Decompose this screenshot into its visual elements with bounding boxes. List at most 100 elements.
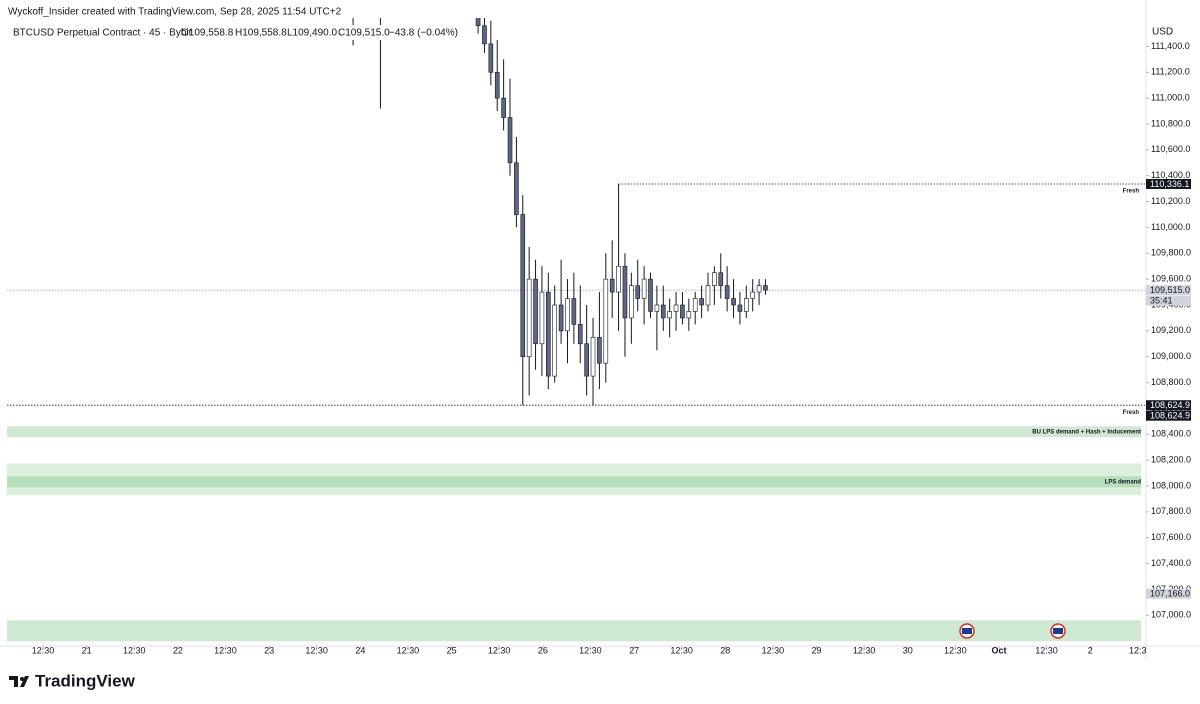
candle-body — [673, 304, 679, 312]
price-badge-label: 110,336.1 — [1150, 179, 1189, 189]
demand-zone — [7, 620, 1141, 642]
y-tick-label: 110,800.0 — [1151, 118, 1190, 128]
x-tick-label: 12:30 — [397, 645, 420, 655]
y-tick-label: 111,200.0 — [1151, 67, 1190, 77]
candle-body — [756, 285, 762, 293]
candle-body — [699, 298, 704, 306]
x-tick-label: 22 — [173, 645, 183, 655]
candle-body — [526, 278, 532, 358]
candle-body — [565, 298, 570, 332]
low: L109,490.0 — [287, 28, 337, 39]
candle-body — [552, 304, 558, 377]
candle-body — [546, 291, 551, 377]
y-tick-label: 110,400.0 — [1151, 170, 1190, 180]
price-badge-label: 35:41 — [1150, 296, 1173, 306]
price-badge — [1146, 295, 1191, 306]
demand-zone — [7, 426, 1141, 438]
candle-body — [507, 117, 513, 164]
x-tick-label: 12:30 — [1035, 645, 1058, 655]
price-badge-label: 108,624.9 — [1150, 411, 1190, 421]
y-tick-label: 111,000.0 — [1151, 93, 1190, 103]
candle-body — [654, 304, 660, 312]
currency: USD — [1152, 27, 1173, 38]
flag-icon — [1053, 628, 1063, 634]
x-tick-label: 12:30 — [488, 645, 511, 655]
candle-body — [597, 337, 602, 364]
y-tick-label: 108,200.0 — [1151, 455, 1191, 465]
y-tick-label: 110,200.0 — [1151, 196, 1190, 206]
price-badge — [1146, 178, 1191, 189]
candle-body — [737, 304, 743, 312]
x-tick-label: 12:30 — [214, 645, 237, 655]
y-tick-label: 107,200.0 — [1151, 584, 1191, 594]
x-tick-label: 24 — [355, 645, 365, 655]
x-tick-label: 12:30 — [944, 645, 967, 655]
candle-body — [660, 304, 666, 319]
candle-body — [763, 285, 768, 291]
candle-body — [692, 298, 698, 312]
close: C109,515.0 — [338, 28, 390, 39]
x-tick-label: Oct — [992, 645, 1007, 655]
x-tick-label: 29 — [812, 645, 822, 655]
flag-icon — [962, 628, 972, 634]
zone-label: BU LPS demand + Hash + Inducement — [1032, 429, 1141, 435]
x-tick-label: 12:30 — [32, 645, 55, 655]
y-tick-label: 107,000.0 — [1151, 610, 1191, 620]
candle-body — [494, 71, 500, 99]
logo-dot — [20, 677, 24, 681]
candle-body — [648, 278, 653, 312]
candle-body — [718, 272, 724, 286]
y-tick-label: 111,400.0 — [1151, 41, 1190, 51]
candle-body — [514, 162, 519, 215]
y-tick-label: 108,800.0 — [1151, 377, 1191, 387]
y-tick-label: 110,000.0 — [1151, 222, 1190, 232]
candle-body — [622, 265, 628, 319]
x-tick-label: 12:30 — [305, 645, 328, 655]
x-tick-label: 12:30 — [762, 645, 785, 655]
y-tick-label: 109,000.0 — [1151, 351, 1191, 361]
candle-body — [558, 304, 564, 332]
y-tick-label: 110,600.0 — [1151, 144, 1190, 154]
price-badge-label: 109,515.0 — [1150, 285, 1190, 295]
legend-bg — [6, 25, 461, 40]
candle-body — [667, 311, 672, 319]
y-tick-label: 108,000.0 — [1151, 480, 1191, 490]
candle-body — [609, 278, 615, 293]
y-tick-label: 107,600.0 — [1151, 532, 1191, 542]
x-tick-label: 12:30 — [579, 645, 602, 655]
x-tick-label: 2 — [1088, 645, 1093, 655]
candle-body — [482, 25, 487, 45]
price-badge-label: 107,166.0 — [1150, 589, 1190, 599]
change: −43.8 (−0.04%) — [389, 28, 458, 39]
y-tick-label: 109,800.0 — [1151, 248, 1191, 258]
x-tick-label: 12:30 — [670, 645, 693, 655]
candle-body — [686, 311, 692, 319]
plot-area: BU LPS demand + Hash + Inducement LPS dem… — [7, 18, 1145, 642]
demand-zone — [7, 476, 1141, 488]
candle-body — [590, 337, 596, 377]
event-flags — [959, 623, 1066, 639]
candle-body — [705, 285, 711, 306]
candle-body — [712, 272, 717, 286]
candle-body — [724, 285, 730, 299]
candle-body — [584, 343, 589, 377]
x-tick-label: 27 — [629, 645, 639, 655]
y-tick-label: 107,400.0 — [1151, 558, 1191, 568]
candle-body — [641, 278, 647, 299]
x-tick-label: 21 — [82, 645, 92, 655]
x-tick-label: 28 — [720, 645, 730, 655]
x-tick-label: 12:30 — [123, 645, 146, 655]
y-tick-label: 107,800.0 — [1151, 506, 1191, 516]
attribution: Wyckoff_Insider created with TradingView… — [8, 7, 342, 18]
price-badge-label: 108,624.9 — [1150, 400, 1190, 410]
x-tick-label: 12:3 — [1129, 645, 1147, 655]
logo-mark — [9, 676, 29, 687]
x-tick-label: 25 — [447, 645, 457, 655]
candle-body — [616, 265, 621, 293]
y-tick-label: 109,600.0 — [1151, 274, 1191, 284]
y-tick-label: 109,200.0 — [1151, 325, 1191, 335]
candle-body — [501, 97, 506, 118]
x-tick-label: 12:30 — [853, 645, 876, 655]
candle-body — [533, 278, 538, 345]
